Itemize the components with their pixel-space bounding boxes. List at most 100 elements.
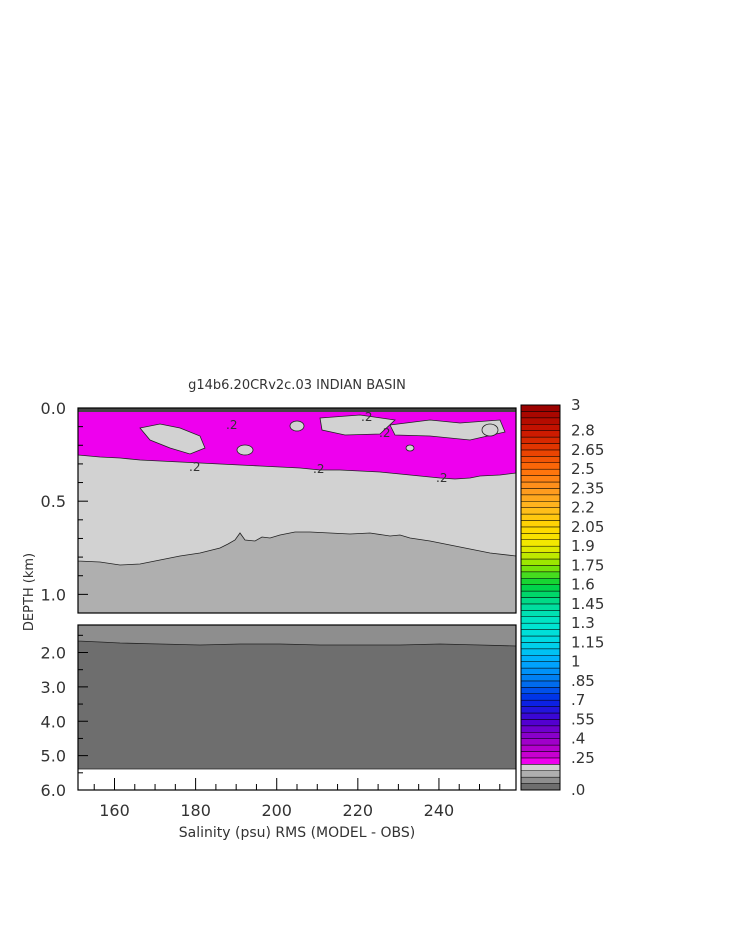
colorbar-label: 3 [571, 396, 581, 414]
colorbar-swatch [520, 776, 561, 784]
colorbar [520, 404, 561, 791]
colorbar-swatch [520, 533, 561, 540]
colorbar-swatch [520, 539, 561, 547]
dark-gray-layer [78, 625, 516, 769]
colorbar-label: 1.15 [571, 633, 604, 651]
colorbar-swatch [520, 642, 561, 650]
gray-patch [289, 420, 305, 432]
y-tick-label: 3.0 [41, 678, 66, 697]
colorbar-swatch [520, 732, 561, 739]
colorbar-swatch [520, 590, 561, 598]
y-axis-lower: 2.0 3.0 4.0 5.0 6.0 [41, 634, 88, 800]
colorbar-swatch [520, 693, 561, 701]
colorbar-swatch [520, 526, 561, 534]
colorbar-frame [520, 404, 561, 791]
colorbar-swatch [520, 443, 561, 451]
x-tick-label: 160 [99, 801, 130, 820]
contour-label: .2 [189, 460, 200, 474]
colorbar-swatch [520, 661, 561, 669]
colorbar-swatch [520, 578, 561, 585]
colorbar-swatch [520, 764, 561, 771]
colorbar-swatch [520, 597, 561, 605]
colorbar-swatch [520, 494, 561, 502]
colorbar-swatch [520, 513, 561, 521]
colorbar-swatch [520, 571, 561, 579]
gray-patch [389, 419, 506, 441]
colorbar-swatch [520, 430, 561, 438]
colorbar-label: 1.75 [571, 556, 604, 574]
colorbar-swatch [520, 699, 561, 707]
colorbar-swatch [520, 687, 561, 694]
y-tick-label: 0.0 [41, 399, 66, 418]
y-tick-label: 1.0 [41, 585, 66, 604]
colorbar-label: 1.3 [571, 614, 595, 632]
x-axis-label: Salinity (psu) RMS (MODEL - OBS) [179, 825, 415, 841]
colorbar-swatch [520, 744, 561, 752]
colorbar-swatch [520, 584, 561, 592]
colorbar-swatch [520, 462, 561, 470]
colorbar-swatch [520, 667, 561, 675]
gray-patch [405, 444, 415, 452]
y-axis-label: DEPTH (km) [22, 553, 37, 631]
colorbar-swatch [520, 456, 561, 464]
colorbar-label: 2.35 [571, 479, 604, 497]
lower-depth-panel [78, 625, 516, 790]
y-tick-label: 4.0 [41, 712, 66, 731]
colorbar-swatch [520, 655, 561, 662]
colorbar-swatch [520, 404, 561, 412]
colorbar-label: .4 [571, 730, 585, 748]
colorbar-swatch [520, 635, 561, 643]
colorbar-swatch [520, 751, 561, 759]
colorbar-swatch [520, 449, 561, 457]
y-tick-label: 2.0 [41, 644, 66, 663]
colorbar-swatch [520, 712, 561, 720]
colorbar-swatch [520, 565, 561, 573]
upper-panel-frame [77, 407, 517, 614]
colorbar-swatch [520, 629, 561, 637]
upper-depth-panel [78, 408, 516, 613]
colorbar-swatch [520, 436, 561, 444]
x-tick-label: 240 [424, 801, 455, 820]
colorbar-swatch [520, 475, 561, 483]
gray-patch [139, 423, 206, 455]
contour-label: .2 [436, 471, 447, 485]
colorbar-swatch [520, 610, 561, 617]
x-tick-label: 200 [261, 801, 292, 820]
colorbar-swatch [520, 757, 561, 765]
contour-label: .2 [379, 426, 390, 440]
colorbar-swatch [520, 424, 561, 431]
colorbar-swatch [520, 481, 561, 489]
colorbar-swatch [520, 520, 561, 528]
colorbar-swatch [520, 738, 561, 746]
contour-label: .2 [361, 410, 372, 424]
colorbar-swatch [520, 648, 561, 656]
chart-title: g14b6.20CRv2c.03 INDIAN BASIN [188, 378, 406, 393]
contour-labels: .2 .2 .2 .2 .2 .2 [189, 410, 447, 485]
colorbar-swatch [520, 603, 561, 611]
colorbar-swatch [520, 725, 561, 733]
colorbar-swatch [520, 507, 561, 515]
gray-lower-layer [78, 625, 516, 647]
colorbar-label: .7 [571, 691, 585, 709]
x-tick-label: 220 [343, 801, 374, 820]
colorbar-label: 1.6 [571, 576, 595, 594]
colorbar-swatch [520, 501, 561, 508]
colorbar-swatch [520, 783, 561, 791]
colorbar-swatch [520, 468, 561, 476]
colorbar-swatch [520, 622, 561, 630]
colorbar-swatch [520, 674, 561, 682]
colorbar-swatch [520, 770, 561, 778]
colorbar-label: .85 [571, 672, 595, 690]
colorbar-label: 2.65 [571, 441, 604, 459]
colorbar-swatch [520, 545, 561, 553]
colorbar-label: 2.5 [571, 460, 595, 478]
colorbar-label: 2.8 [571, 422, 595, 440]
colorbar-labels: 32.82.652.52.352.22.051.91.751.61.451.31… [571, 396, 604, 799]
colorbar-swatch [520, 680, 561, 688]
colorbar-swatch [520, 552, 561, 560]
y-tick-label: 6.0 [41, 781, 66, 800]
colorbar-label: .25 [571, 749, 595, 767]
colorbar-swatch [520, 616, 561, 624]
y-axis-upper: 0.0 0.5 1.0 [41, 399, 88, 614]
